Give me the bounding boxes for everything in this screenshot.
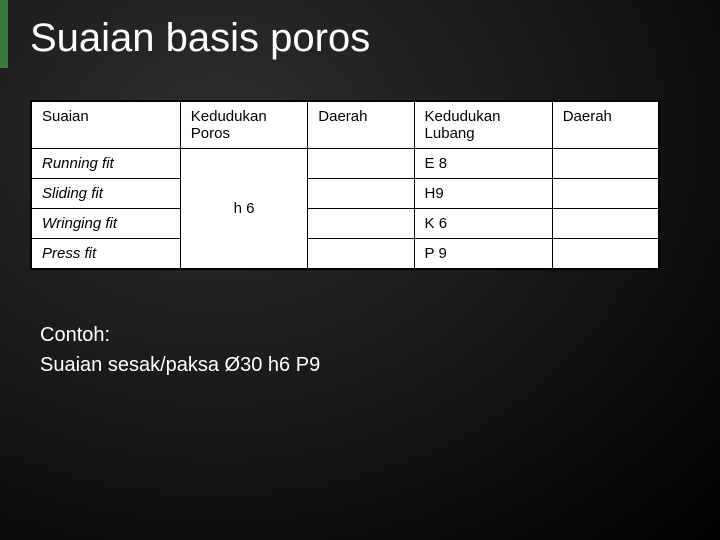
cell-kedlub: H9 bbox=[414, 179, 552, 209]
table-row: Wringing fit K 6 bbox=[32, 209, 659, 239]
col-header-daerah-2: Daerah bbox=[552, 102, 658, 149]
cell-kedlub: K 6 bbox=[414, 209, 552, 239]
cell-kedudukan-poros-merged: h 6 bbox=[180, 149, 308, 269]
cell-kedlub: P 9 bbox=[414, 239, 552, 269]
fit-table: Suaian Kedudukan Poros Daerah Kedudukan … bbox=[30, 100, 660, 270]
table-header-row: Suaian Kedudukan Poros Daerah Kedudukan … bbox=[32, 102, 659, 149]
col-header-suaian: Suaian bbox=[32, 102, 181, 149]
cell-daerah1 bbox=[308, 239, 414, 269]
table-row: Sliding fit H9 bbox=[32, 179, 659, 209]
cell-daerah1 bbox=[308, 179, 414, 209]
cell-kedlub: E 8 bbox=[414, 149, 552, 179]
example-label: Contoh: bbox=[40, 320, 320, 350]
cell-daerah1 bbox=[308, 209, 414, 239]
example-block: Contoh: Suaian sesak/paksa Ø30 h6 P9 bbox=[40, 320, 320, 380]
example-text: Suaian sesak/paksa Ø30 h6 P9 bbox=[40, 350, 320, 380]
slide-title: Suaian basis poros bbox=[30, 16, 370, 61]
cell-daerah2 bbox=[552, 239, 658, 269]
cell-suaian: Sliding fit bbox=[32, 179, 181, 209]
col-header-kedudukan-poros: Kedudukan Poros bbox=[180, 102, 308, 149]
cell-daerah2 bbox=[552, 179, 658, 209]
col-header-kedudukan-lubang: Kedudukan Lubang bbox=[414, 102, 552, 149]
table-row: Press fit P 9 bbox=[32, 239, 659, 269]
col-header-daerah-1: Daerah bbox=[308, 102, 414, 149]
accent-bar bbox=[0, 0, 8, 68]
cell-daerah1 bbox=[308, 149, 414, 179]
table-row: Running fit h 6 E 8 bbox=[32, 149, 659, 179]
cell-suaian: Wringing fit bbox=[32, 209, 181, 239]
cell-daerah2 bbox=[552, 209, 658, 239]
cell-suaian: Running fit bbox=[32, 149, 181, 179]
cell-suaian: Press fit bbox=[32, 239, 181, 269]
cell-daerah2 bbox=[552, 149, 658, 179]
